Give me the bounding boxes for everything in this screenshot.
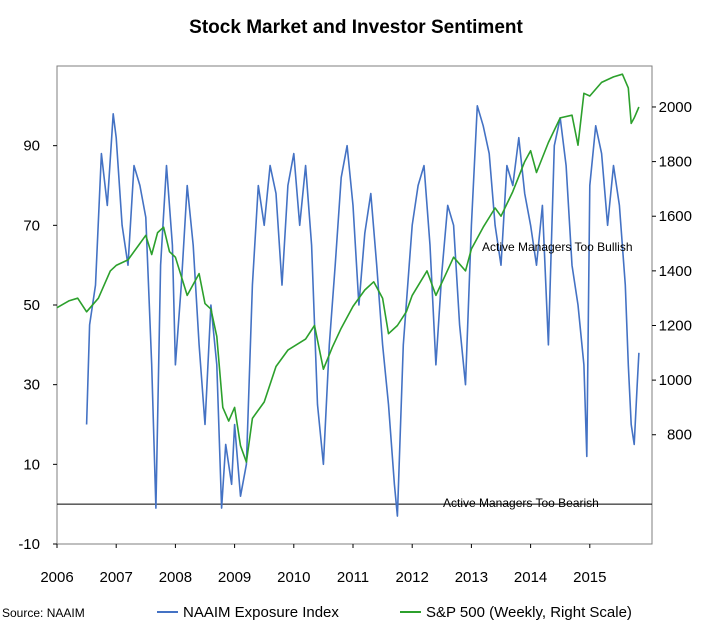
naaim-exposure-line — [85, 105, 640, 517]
right-tick-label: 800 — [667, 427, 692, 444]
x-tick-label: 2014 — [514, 569, 547, 586]
x-tick-label: 2007 — [100, 569, 133, 586]
x-tick-label: 2010 — [277, 569, 310, 586]
x-tick-label: 2011 — [337, 569, 369, 586]
sp500-line — [56, 73, 640, 463]
legend: NAAIM Exposure Index S&P 500 (Weekly, Ri… — [157, 604, 632, 621]
chart-title: Stock Market and Investor Sentiment — [189, 17, 523, 38]
right-tick-label: 1600 — [659, 208, 692, 225]
right-tick-label: 1800 — [659, 154, 692, 171]
right-tick-label: 1400 — [659, 263, 692, 280]
annotation-bearish: Active Managers Too Bearish — [443, 496, 599, 510]
right-tick-label: 1000 — [659, 372, 692, 389]
x-tick-label: 2008 — [159, 569, 192, 586]
x-tick-label: 2009 — [218, 569, 251, 586]
legend-label-sp500: S&P 500 (Weekly, Right Scale) — [426, 604, 632, 621]
left-tick-label: 90 — [23, 138, 40, 155]
x-tick-label: 2012 — [396, 569, 429, 586]
x-axis: 2006 2007 2008 2009 2010 2011 2012 2013 2014 2015 — [40, 544, 606, 586]
left-tick-label: 50 — [23, 297, 40, 314]
left-tick-label: 30 — [23, 377, 40, 394]
x-tick-label: 2015 — [573, 569, 606, 586]
legend-label-naaim: NAAIM Exposure Index — [183, 604, 339, 621]
x-tick-label: 2013 — [455, 569, 488, 586]
right-axis: 800 1000 1200 1400 1600 1800 2000 — [652, 99, 692, 444]
left-tick-label: 10 — [23, 456, 40, 473]
left-tick-label: -10 — [18, 536, 40, 553]
right-tick-label: 2000 — [659, 99, 692, 116]
right-tick-label: 1200 — [659, 317, 692, 334]
x-tick-label: 2006 — [40, 569, 73, 586]
annotation-bullish: Active Managers Too Bullish — [482, 240, 633, 254]
left-axis: -10 10 30 50 70 90 — [18, 138, 57, 553]
source-note: Source: NAAIM — [2, 606, 85, 620]
left-tick-label: 70 — [23, 217, 40, 234]
series-layer — [56, 73, 640, 517]
